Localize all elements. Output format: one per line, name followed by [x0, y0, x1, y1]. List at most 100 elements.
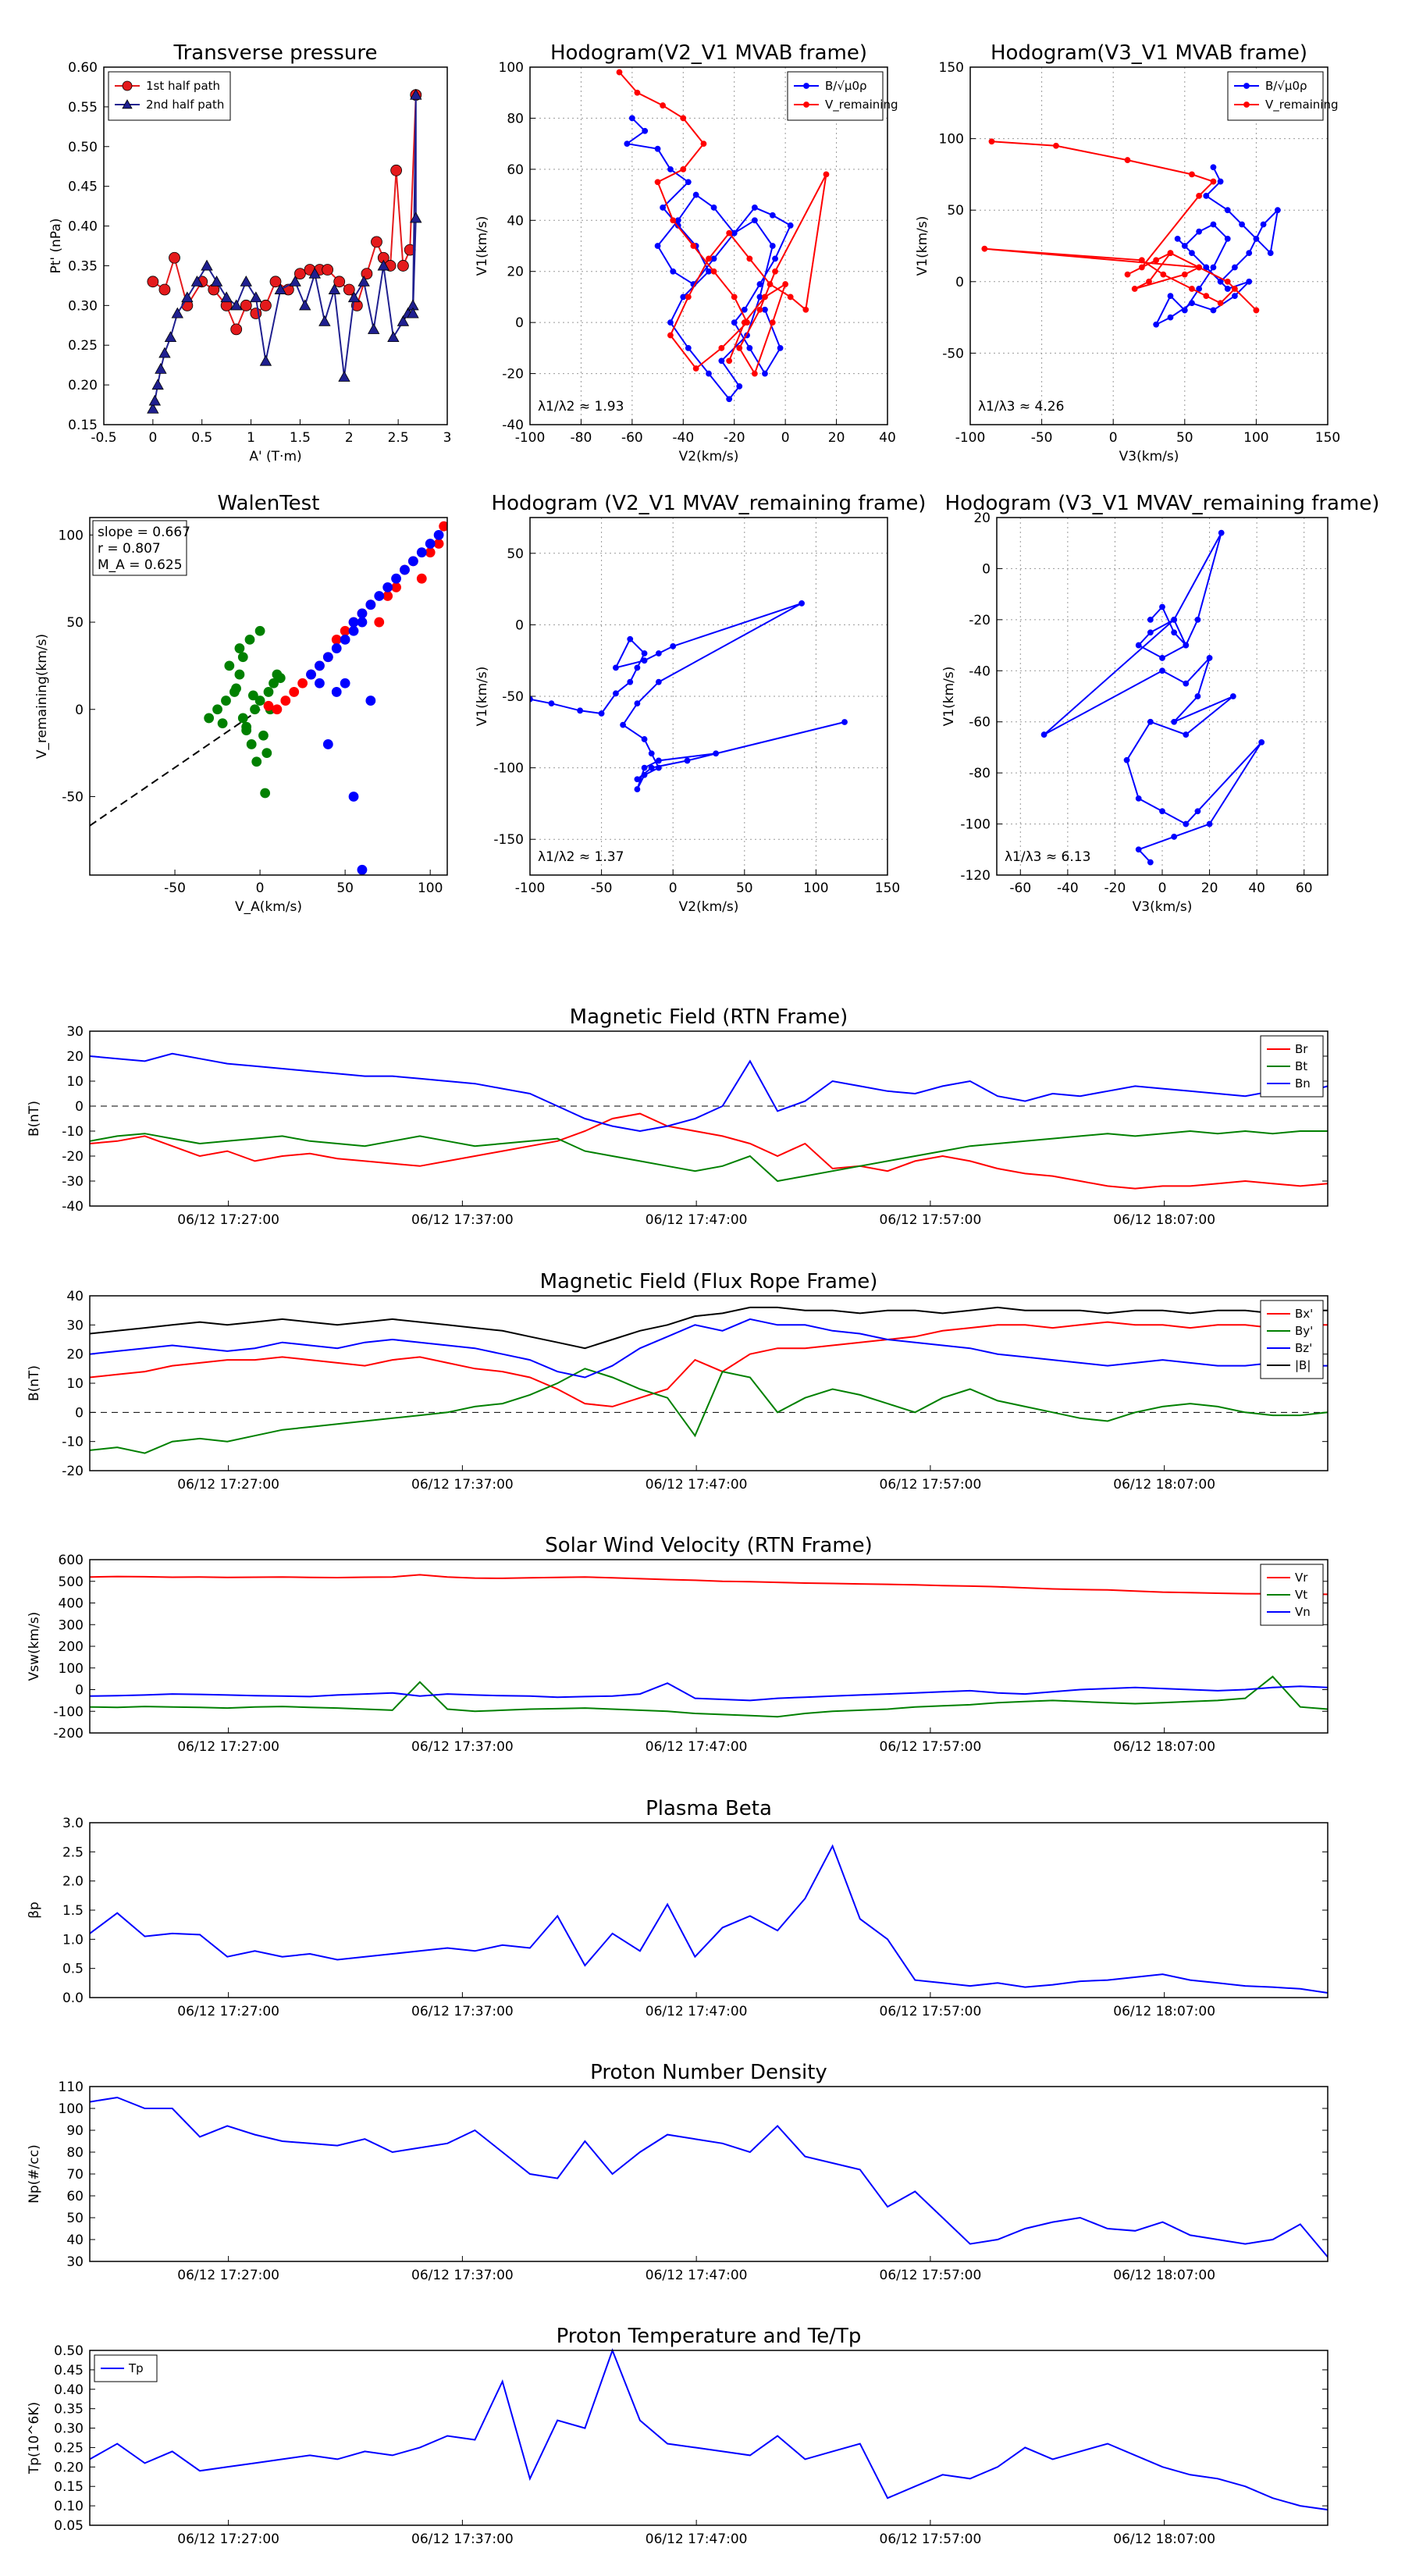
- data-point: [718, 358, 725, 365]
- data-point: [756, 281, 763, 287]
- data-point: [254, 696, 265, 706]
- data-point: [690, 243, 697, 249]
- data-point: [762, 306, 768, 313]
- y-tick-label: 20: [973, 511, 991, 526]
- y-tick-label: 0.35: [68, 258, 98, 274]
- x-tick-label: 0: [148, 430, 157, 446]
- stats-line: r = 0.807: [98, 541, 161, 557]
- data-point: [1189, 171, 1195, 178]
- x-tick-label: -60: [1009, 881, 1031, 896]
- y-tick-label: 0.30: [54, 2421, 84, 2437]
- transverse-pressure-frame: [103, 66, 448, 425]
- x-tick-label: 06/12 18:07:00: [1113, 1477, 1215, 1493]
- y-tick-label: 0.20: [68, 378, 98, 393]
- y-tick-label: 0.30: [68, 298, 98, 314]
- data-point: [706, 268, 712, 275]
- y-tick-label: 90: [66, 2123, 84, 2139]
- hodogram-v3-v1-mvav-frame: [996, 517, 1329, 876]
- hodogram-v3-v1-mvab-xlabel: V3(km/s): [1119, 449, 1179, 464]
- data-point: [274, 283, 286, 294]
- y-tick-label: -80: [969, 766, 991, 781]
- data-point: [263, 687, 274, 697]
- series-line-Bt: [89, 1130, 1328, 1183]
- data-point: [433, 529, 444, 540]
- fit-line: [89, 708, 261, 827]
- data-point: [1153, 257, 1160, 264]
- legend-label: |B|: [1295, 1358, 1311, 1372]
- proton-number-density-panel: Proton Number Density 30 40 50 60 70 80 90 100 11…: [27, 2061, 1329, 2283]
- data-point: [710, 255, 717, 262]
- data-point: [1246, 278, 1253, 285]
- data-point: [365, 600, 376, 610]
- data-point: [1224, 207, 1231, 214]
- solar-wind-velocity-title: Solar Wind Velocity (RTN Frame): [545, 1534, 872, 1557]
- data-point: [322, 739, 333, 749]
- y-tick-label: 60: [507, 162, 524, 178]
- data-point: [782, 281, 789, 287]
- legend-label: Bz': [1295, 1341, 1312, 1355]
- data-point: [616, 69, 623, 76]
- legend-marker: [1243, 101, 1250, 108]
- data-point: [1147, 718, 1154, 725]
- hodogram-v3-v1-mvab-title: Hodogram(V3_V1 MVAB frame): [991, 41, 1307, 65]
- series-line-V_remaining: [618, 71, 827, 375]
- data-point: [1203, 293, 1210, 300]
- legend-label: V_remaining: [1265, 98, 1339, 112]
- data-point: [660, 102, 667, 109]
- proton-temperature-title: Proton Temperature and Te/Tp: [557, 2325, 862, 2348]
- y-tick-label: 30: [66, 2254, 84, 2270]
- data-point: [407, 556, 418, 567]
- y-tick-label: 10: [66, 1376, 84, 1392]
- data-point: [751, 370, 758, 377]
- data-point: [439, 521, 447, 532]
- data-point: [387, 331, 400, 343]
- y-tick-label: 0.45: [54, 2363, 84, 2379]
- data-point: [1253, 235, 1260, 242]
- data-point: [322, 264, 334, 276]
- legend-box: [108, 71, 231, 121]
- data-point: [1159, 655, 1165, 661]
- data-point: [260, 788, 271, 799]
- data-point: [391, 582, 401, 592]
- y-tick-label: -40: [502, 418, 524, 433]
- data-point: [642, 127, 649, 134]
- data-point: [1232, 293, 1238, 300]
- data-point: [1229, 693, 1236, 699]
- data-point: [667, 332, 674, 339]
- x-tick-label: 50: [736, 881, 753, 896]
- data-point: [1206, 655, 1213, 661]
- y-tick-label: 1.5: [62, 1903, 84, 1919]
- y-tick-label: 0.40: [54, 2382, 84, 2398]
- data-point: [718, 344, 725, 351]
- data-point: [1218, 529, 1225, 536]
- data-point: [400, 564, 410, 575]
- proton-temperature-panel: Proton Temperature and Te/Tp 0.05 0.10 0.15…: [27, 2325, 1329, 2547]
- hodogram-v2-v1-mvab-panel: Hodogram(V2_V1 MVAB frame) -100 -80 -60 -40 -…: [475, 41, 898, 464]
- data-point: [634, 700, 641, 707]
- proton-number-density-title: Proton Number Density: [590, 2061, 827, 2084]
- data-point: [1124, 157, 1131, 163]
- x-tick-label: 06/12 17:27:00: [177, 2004, 279, 2019]
- x-tick-label: 100: [418, 881, 443, 896]
- data-point: [680, 294, 687, 301]
- y-tick-label: 0: [515, 315, 524, 331]
- x-tick-label: 40: [879, 430, 896, 446]
- data-point: [670, 642, 677, 649]
- data-point: [1183, 642, 1190, 649]
- y-tick-label: 0: [982, 561, 991, 577]
- data-point: [1171, 629, 1178, 636]
- data-point: [158, 347, 171, 358]
- series-line-|B|: [89, 1306, 1328, 1350]
- data-point: [210, 275, 223, 286]
- data-point: [246, 739, 257, 749]
- y-tick-label: 600: [59, 1553, 84, 1568]
- data-point: [741, 306, 748, 313]
- data-point: [772, 268, 778, 275]
- x-tick-label: 150: [875, 881, 900, 896]
- x-tick-label: 3: [443, 430, 452, 446]
- data-point: [787, 294, 794, 301]
- walen-test-xlabel: V_A(km/s): [235, 899, 302, 915]
- y-tick-label: 50: [947, 203, 964, 219]
- data-point: [299, 299, 311, 311]
- data-point: [1217, 178, 1224, 185]
